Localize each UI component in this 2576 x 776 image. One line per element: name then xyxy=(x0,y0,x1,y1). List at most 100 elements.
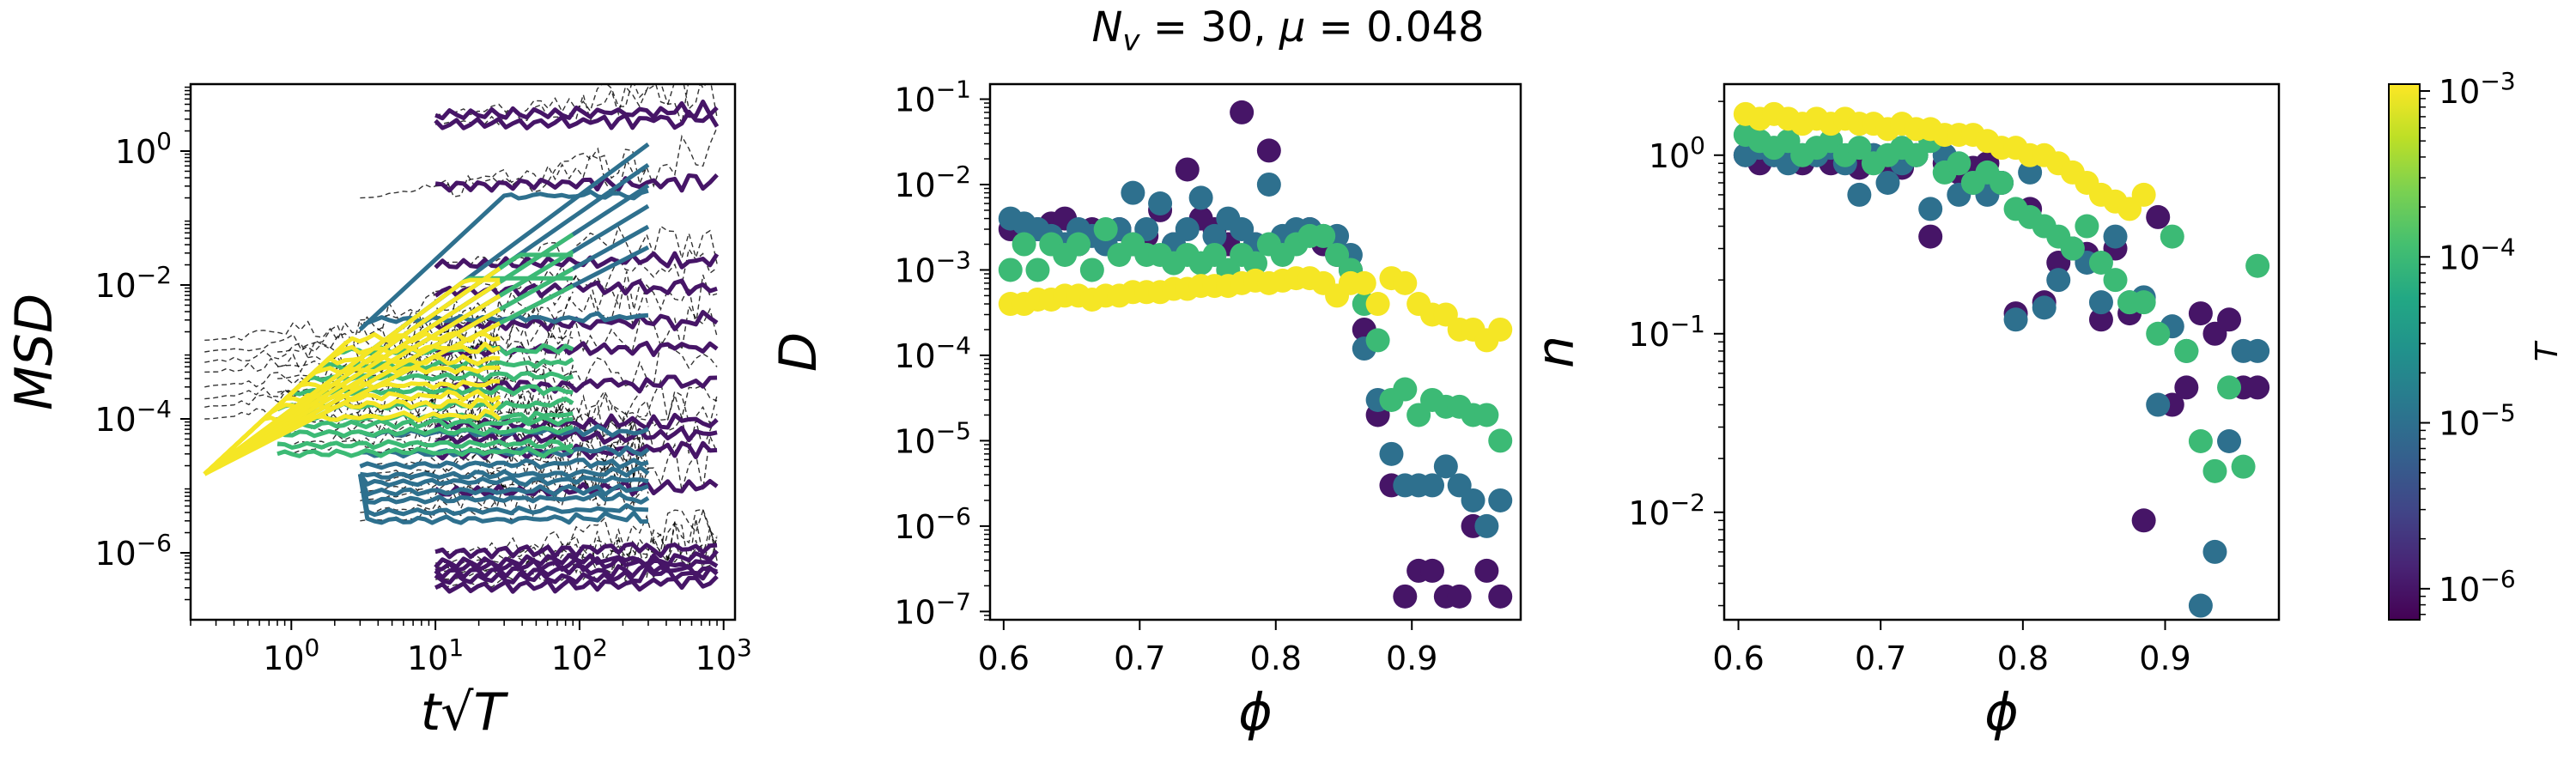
y-tick-label: 10−2 xyxy=(894,161,971,204)
point xyxy=(2131,182,2156,207)
point xyxy=(1488,584,1513,609)
point xyxy=(1256,172,1281,197)
x-axis-label: ϕ xyxy=(1984,682,2019,743)
msd-curve-diffusive xyxy=(204,321,501,476)
point xyxy=(2103,268,2128,293)
point xyxy=(2217,307,2242,332)
point xyxy=(2075,214,2099,239)
point xyxy=(1433,454,1458,479)
series-T0.000001 xyxy=(998,100,1513,609)
msd-curve-T0.000001 xyxy=(434,109,720,130)
y-tick-label: 10−7 xyxy=(894,587,971,631)
msd-curve-T0.000001 xyxy=(434,340,719,357)
msd-curve-T0.00001 xyxy=(359,458,649,470)
x-tick-label: 103 xyxy=(696,634,752,677)
point xyxy=(1447,584,1472,609)
point xyxy=(2188,301,2213,326)
figure-title: Nv = 30, μ = 0.048 xyxy=(1091,3,1485,58)
point xyxy=(1243,251,1267,276)
reference-line xyxy=(435,508,718,564)
colorbar-tick-label: 10−4 xyxy=(2439,233,2516,276)
point xyxy=(1379,441,1404,466)
point xyxy=(2174,375,2199,400)
point xyxy=(1488,428,1513,453)
series-T0.00001 xyxy=(998,172,1513,538)
point xyxy=(1025,258,1050,282)
reference-line xyxy=(435,379,718,427)
point xyxy=(2088,251,2113,275)
point xyxy=(2046,268,2071,293)
point xyxy=(1918,224,1943,249)
point xyxy=(2202,539,2227,564)
point xyxy=(1202,223,1227,248)
point xyxy=(2088,290,2113,315)
reference-line xyxy=(435,508,718,554)
point xyxy=(1990,170,2014,195)
msd-curve-T0.00001 xyxy=(358,472,649,488)
reference-line xyxy=(435,127,718,188)
reference-line xyxy=(360,403,649,455)
point xyxy=(2003,307,2028,332)
point xyxy=(1393,270,1418,295)
x-tick-label: 102 xyxy=(551,634,608,677)
msd-curve-T0.000001 xyxy=(434,549,719,570)
x-tick-label: 0.7 xyxy=(1855,640,1906,677)
msd-curve-T0.00001 xyxy=(357,473,649,525)
point xyxy=(1947,151,1971,176)
msd-curves xyxy=(203,84,720,594)
msd-curve-T0.00001 xyxy=(359,465,650,480)
diffusion-panel: 0.6 0.7 0.8 0.9 10−7 10−6 10−5 10−4 10−3 10−2 10−1… xyxy=(769,76,1522,743)
x-tick-label: 0.7 xyxy=(1114,640,1165,677)
y-tick-label: 10−5 xyxy=(894,416,971,460)
point xyxy=(2217,429,2242,453)
msd-panel: 100 101 102 103 10−6 10−4 10−2 100 t√T MSD xyxy=(4,82,752,743)
point xyxy=(1012,232,1036,257)
y-axis-label: D xyxy=(769,332,829,372)
series-T0.0001 xyxy=(1733,123,2270,483)
msd-curve-T0.0001 xyxy=(276,438,574,451)
y-axis-label: MSD xyxy=(4,294,64,410)
point xyxy=(1079,258,1104,282)
y-axis-label: n xyxy=(1526,336,1586,368)
reference-line xyxy=(360,147,649,199)
reference-line xyxy=(360,270,649,321)
reference-line xyxy=(360,446,649,501)
colorbar-label: T xyxy=(2530,340,2565,361)
x-axis-label: ϕ xyxy=(1238,682,1273,743)
reference-line xyxy=(277,369,574,420)
point xyxy=(2088,307,2113,332)
point xyxy=(2146,321,2171,346)
reference-line xyxy=(276,398,574,446)
point xyxy=(1474,403,1499,427)
msd-curve-T0.00001 xyxy=(357,473,649,518)
x-tick-label: 0.8 xyxy=(1250,640,1302,677)
point xyxy=(2160,224,2184,249)
series-T0.000001 xyxy=(1733,142,2270,533)
msd-curve-T0.0001 xyxy=(276,415,574,430)
point xyxy=(1148,191,1173,216)
point xyxy=(1488,317,1513,342)
point xyxy=(1352,270,1376,295)
point xyxy=(2188,429,2213,453)
y-tick-label: 10−3 xyxy=(894,246,971,289)
reference-line xyxy=(435,84,718,126)
point xyxy=(1188,185,1213,210)
y-tick-label: 100 xyxy=(115,127,172,171)
point xyxy=(2202,458,2227,483)
point xyxy=(2231,454,2256,479)
point xyxy=(1121,180,1145,205)
msd-curve-T0.000001 xyxy=(434,542,718,560)
point xyxy=(2146,392,2171,417)
msd-curve-T0.000001 xyxy=(434,251,720,270)
exponent-panel: 0.6 0.7 0.8 0.9 10−2 10−1 100 ϕ n xyxy=(1526,82,2281,743)
point xyxy=(1256,138,1281,163)
x-tick-label: 101 xyxy=(407,634,464,677)
msd-curve-T0.00001 xyxy=(357,473,649,497)
colorbar-tick-label: 10−3 xyxy=(2439,67,2516,111)
colorbar-gradient xyxy=(2388,83,2421,621)
point xyxy=(1393,584,1418,609)
x-tick-label: 0.8 xyxy=(1997,640,2049,677)
reference-line xyxy=(204,316,501,373)
